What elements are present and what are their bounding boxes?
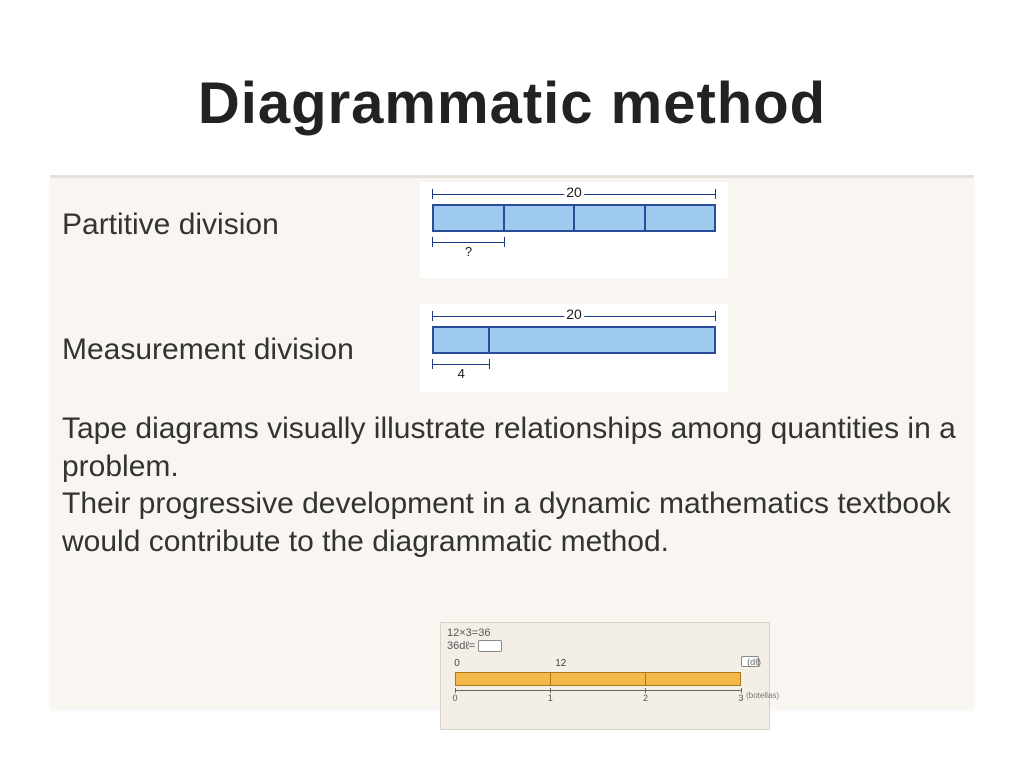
partitive-unknown-label: ? [464,244,473,259]
measurement-label: Measurement division [62,333,354,367]
calc2-prefix: 36dℓ= [447,640,475,652]
tape-segment [505,206,576,230]
partitive-label: Partitive division [62,208,279,242]
measurement-seg-dim: 4 [428,354,720,376]
slide-title: Diagrammatic method [0,70,1024,137]
measurement-total-dim: 20 [428,308,720,326]
tape-segment [575,206,646,230]
bottom-tick-1: 1 [548,693,553,703]
bottom-tick-2: 2 [643,693,648,703]
calc-line-1: 12×3=36 [447,627,763,639]
top-scale: 0 12 (dℓ) [447,658,763,670]
slide: Diagrammatic method Partitive division 2… [0,0,1024,768]
bt-segment [646,673,740,685]
partitive-diagram: 20 ? [420,182,728,278]
body-line-2: Their progressive development in a dynam… [62,485,972,560]
measurement-total-value: 20 [564,306,584,322]
partitive-total-dim: 20 [428,186,720,204]
measurement-tape [432,326,716,354]
blank-answer-box [478,640,502,652]
partitive-tape [432,204,716,232]
partitive-unknown-dim: ? [428,232,720,254]
bottom-axis: 0 1 2 3 (botellas) [455,688,741,704]
measurement-seg-label: 4 [457,366,466,381]
top-unit-label: (dℓ) [747,657,761,667]
body-text: Tape diagrams visually illustrate relati… [62,410,972,560]
bottom-unit-label: (botellas) [746,691,779,700]
tape-segment [646,206,715,230]
bottom-tick-0: 0 [452,693,457,703]
bottom-tick-3: 3 [738,693,743,703]
bottom-figure: 12×3=36 36dℓ= 0 12 (dℓ) [440,622,770,730]
measurement-diagram: 20 4 [420,304,728,392]
bottom-tape [455,672,741,686]
tape-segment [434,206,505,230]
bt-segment [551,673,646,685]
calc-line-2: 36dℓ= [447,640,763,652]
bottom-tape-area: 0 12 (dℓ) 0 1 2 3 (botellas) [447,658,763,716]
top-tick-0: 0 [454,658,460,669]
bt-segment [456,673,551,685]
partitive-total-value: 20 [564,184,584,200]
top-tick-1: 12 [555,658,566,669]
tape-segment-known [434,328,490,352]
body-line-1: Tape diagrams visually illustrate relati… [62,410,972,485]
tape-segment-rest [490,328,714,352]
